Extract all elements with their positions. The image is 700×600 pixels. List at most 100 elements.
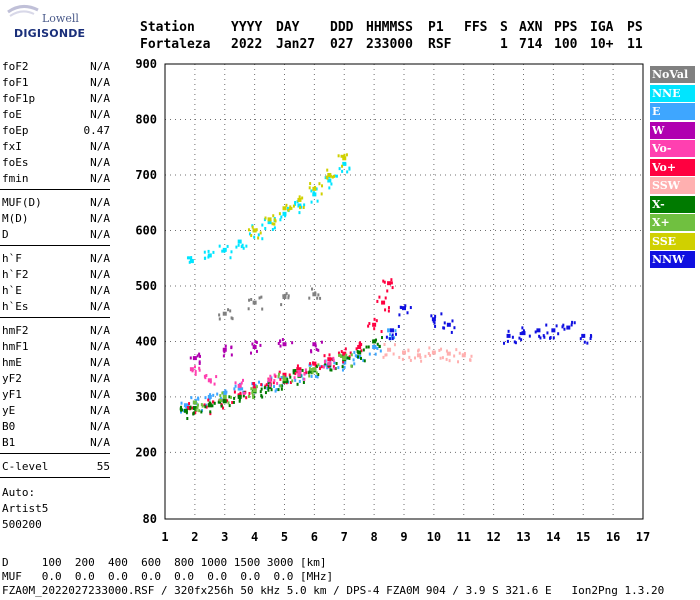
speckle: [285, 292, 288, 296]
speckle: [208, 397, 211, 401]
x-tick-label: 14: [546, 530, 560, 544]
data-point-nne: [342, 161, 347, 166]
speckle: [287, 294, 290, 298]
speckle: [198, 352, 201, 356]
header-label-7: S: [500, 20, 508, 35]
speckle: [397, 324, 400, 328]
speckle: [376, 299, 379, 303]
header-label-11: PS: [627, 20, 643, 35]
speckle: [227, 401, 230, 405]
speckle: [360, 343, 363, 347]
speckle: [343, 361, 346, 365]
speckle: [261, 223, 264, 227]
header-value-7: 714: [519, 37, 543, 52]
speckle: [387, 309, 390, 313]
speckle: [245, 396, 248, 400]
speckle: [251, 342, 254, 346]
speckle: [354, 354, 357, 358]
speckle: [332, 359, 335, 363]
chart-grid: [165, 64, 643, 519]
speckle: [290, 206, 293, 210]
chart-points: [179, 153, 593, 421]
data-point-x: [222, 394, 227, 399]
speckle: [299, 198, 302, 202]
speckle: [579, 337, 582, 341]
speckle: [261, 307, 264, 311]
speckle: [255, 228, 258, 232]
x-tick-label: 17: [636, 530, 650, 544]
param-label: hmF2: [2, 324, 29, 337]
param-value: N/A: [90, 300, 110, 313]
speckle: [204, 405, 207, 409]
param-label: foE: [2, 108, 22, 121]
speckle: [320, 192, 323, 196]
speckle: [519, 332, 522, 336]
data-point-vo: [282, 372, 287, 377]
speckle: [513, 340, 516, 344]
speckle: [376, 342, 379, 346]
speckle: [196, 405, 199, 409]
speckle: [381, 336, 384, 340]
data-point-nnw: [506, 333, 511, 338]
speckle: [341, 368, 344, 372]
data-point-e: [357, 354, 362, 359]
speckle: [225, 390, 228, 394]
data-point-ssw: [416, 353, 421, 358]
data-point-nne: [327, 178, 332, 183]
speckle: [248, 298, 251, 302]
speckle: [208, 401, 211, 405]
speckle: [189, 406, 192, 410]
speckle: [398, 355, 401, 359]
param-divider: [0, 189, 110, 190]
speckle: [333, 361, 336, 365]
speckle: [398, 313, 401, 317]
data-point-x: [207, 403, 212, 408]
speckle: [260, 394, 263, 398]
speckle: [280, 303, 283, 307]
speckle: [271, 222, 274, 226]
speckle: [543, 335, 546, 339]
speckle: [257, 233, 260, 237]
speckle: [315, 347, 318, 351]
speckle: [302, 205, 305, 209]
auto-line-0: Auto:: [2, 486, 36, 499]
param-row-g1-1: foF1 N/A: [2, 76, 110, 92]
speckle: [234, 384, 237, 388]
speckle: [203, 250, 206, 254]
speckle: [391, 286, 394, 290]
speckle: [393, 336, 396, 340]
param-label: hmF1: [2, 340, 29, 353]
speckle: [363, 359, 366, 363]
legend-item-e: E: [650, 103, 695, 120]
param-row-g4-6: B0 N/A: [2, 420, 110, 436]
speckle: [573, 321, 576, 325]
speckle: [251, 391, 254, 395]
speckle: [528, 334, 531, 338]
param-row-g4-3: yF2 N/A: [2, 372, 110, 388]
param-value: N/A: [90, 420, 110, 433]
speckle: [258, 380, 261, 384]
param-value: N/A: [90, 356, 110, 369]
speckle: [399, 305, 402, 309]
header-label-6: FFS: [464, 20, 488, 35]
header-value-9: 10+: [590, 37, 614, 52]
speckle: [357, 355, 360, 359]
speckle: [209, 412, 212, 416]
speckle: [355, 355, 358, 359]
speckle: [213, 382, 216, 386]
speckle: [198, 409, 201, 413]
speckle: [521, 326, 524, 330]
speckle: [335, 361, 338, 365]
speckle: [242, 391, 245, 395]
speckle: [233, 396, 236, 400]
speckle: [198, 368, 201, 372]
speckle: [212, 400, 215, 404]
speckle: [320, 365, 323, 369]
speckle: [294, 202, 297, 206]
speckle: [300, 374, 303, 378]
speckle: [222, 390, 225, 394]
param-value: N/A: [90, 284, 110, 297]
speckle: [279, 377, 282, 381]
speckle: [312, 361, 315, 365]
speckle: [242, 246, 245, 250]
